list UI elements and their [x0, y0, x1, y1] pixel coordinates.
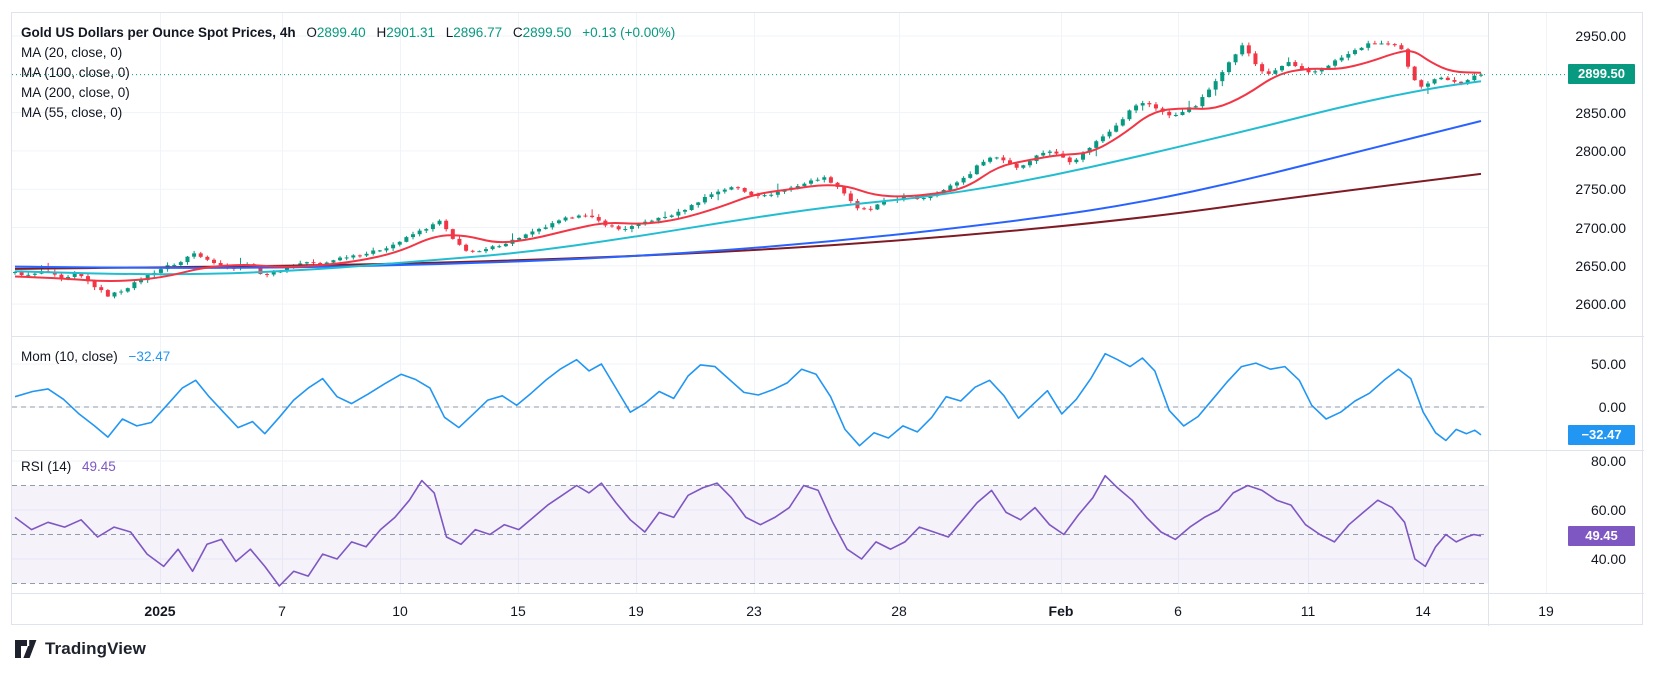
- rsi-value-badge: 49.45: [1568, 526, 1635, 546]
- momentum-tick-label: 0.00: [1598, 399, 1626, 415]
- chart-plot-area[interactable]: [12, 13, 1644, 626]
- symbol-title-row[interactable]: Gold US Dollars per Ounce Spot Prices, 4…: [21, 23, 675, 43]
- price-tick-label: 2850.00: [1575, 104, 1626, 121]
- time-axis[interactable]: [12, 593, 1644, 626]
- ma-legend-100[interactable]: MA (100, close, 0): [21, 65, 130, 80]
- momentum-value: −32.47: [128, 349, 171, 364]
- high-value: 2901.31: [386, 25, 435, 40]
- high-label: H: [376, 25, 387, 40]
- price-tick-label: 2700.00: [1575, 219, 1626, 236]
- ma-legend-20[interactable]: MA (20, close, 0): [21, 45, 123, 60]
- tradingview-logo-text: TradingView: [45, 639, 146, 658]
- time-tick-label: 11: [1300, 603, 1316, 619]
- low-label: L: [445, 25, 454, 40]
- time-tick-label: 19: [1538, 603, 1554, 619]
- price-tick-label: 2650.00: [1575, 257, 1626, 274]
- price-tick-label: 2600.00: [1575, 296, 1626, 313]
- rsi-value: 49.45: [82, 459, 116, 474]
- low-value: 2896.77: [453, 25, 503, 40]
- momentum-legend[interactable]: Mom (10, close) −32.47: [21, 347, 170, 367]
- ma-legend-200[interactable]: MA (200, close, 0): [21, 85, 130, 100]
- close-label: C: [512, 25, 523, 40]
- momentum-value-badge: −32.47: [1568, 425, 1635, 445]
- close-value: 2899.50: [522, 25, 572, 40]
- momentum-tick-label: 50.00: [1590, 356, 1626, 372]
- rsi-tick-label: 40.00: [1590, 551, 1626, 567]
- time-tick-label: 15: [510, 603, 526, 619]
- ma-legend-55[interactable]: MA (55, close, 0): [21, 105, 123, 120]
- rsi-tick-label: 60.00: [1590, 502, 1626, 518]
- time-tick-label: 7: [278, 603, 286, 619]
- chart-title: Gold US Dollars per Ounce Spot Prices, 4…: [21, 25, 296, 40]
- momentum-label: Mom (10, close): [21, 349, 118, 364]
- time-tick-label: 28: [891, 603, 907, 619]
- change-value: +0.13 (+0.00%): [582, 25, 676, 40]
- price-tick-label: 2750.00: [1575, 181, 1626, 198]
- chart-widget: Gold US Dollars per Ounce Spot Prices, 4…: [11, 12, 1644, 626]
- open-label: O: [306, 25, 317, 40]
- time-tick-label: 19: [628, 603, 644, 619]
- time-tick-label: 10: [392, 603, 408, 619]
- rsi-tick-label: 80.00: [1590, 453, 1626, 469]
- price-tick-label: 2950.00: [1575, 28, 1626, 44]
- rsi-label: RSI (14): [21, 459, 72, 474]
- time-tick-label: 23: [746, 603, 762, 619]
- time-tick-label: Feb: [1048, 603, 1074, 619]
- time-tick-label: 14: [1415, 603, 1431, 619]
- time-tick-label: 6: [1174, 603, 1182, 619]
- price-tick-label: 2800.00: [1575, 142, 1626, 159]
- tradingview-logo-icon: [15, 640, 37, 658]
- time-tick-label: 2025: [144, 603, 176, 619]
- last-price-badge: 2899.50: [1568, 64, 1635, 84]
- rsi-legend[interactable]: RSI (14) 49.45: [21, 457, 116, 477]
- main-legend: Gold US Dollars per Ounce Spot Prices, 4…: [21, 23, 675, 123]
- open-value: 2899.40: [316, 25, 366, 40]
- tradingview-branding[interactable]: TradingView: [14, 639, 146, 659]
